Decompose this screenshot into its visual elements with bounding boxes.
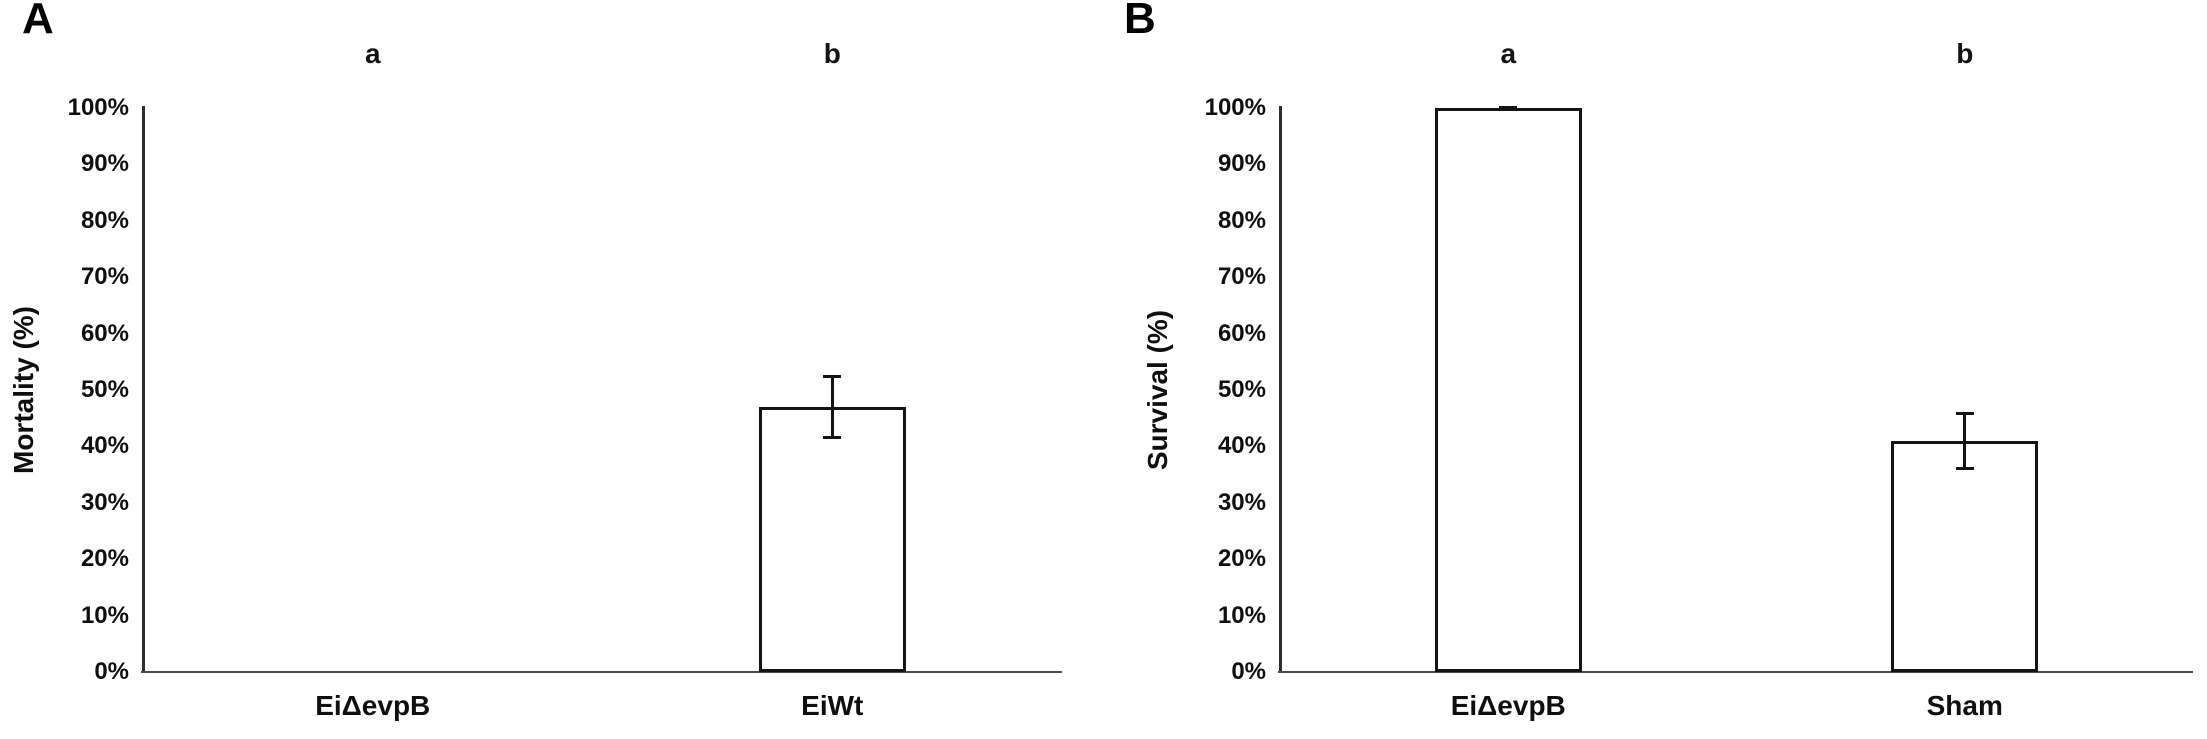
y-tick-label: 80%	[1217, 206, 1266, 234]
error-bar-line	[1963, 412, 1967, 469]
significance-letter: b	[1956, 38, 1974, 69]
category-label: Sham	[1926, 690, 2003, 721]
y-tick-label: 90%	[1217, 150, 1266, 178]
category-label: EiΔevpB	[1450, 690, 1566, 721]
panel-a-letter: A	[22, 0, 55, 43]
y-tick-label: 60%	[1217, 319, 1266, 347]
y-tick-label: 70%	[1217, 263, 1266, 291]
y-tick-label: 100%	[1204, 94, 1266, 121]
error-bar-cap-bottom	[1499, 106, 1518, 109]
y-tick-label: 70%	[80, 263, 129, 291]
y-tick-label: 40%	[80, 432, 129, 460]
x-axis-line	[141, 671, 1062, 673]
error-bar-cap-top	[823, 374, 842, 378]
error-bar-line	[830, 375, 834, 438]
bar-second	[1891, 440, 2039, 672]
significance-letter: a	[364, 38, 381, 69]
y-tick-label: 20%	[1217, 545, 1266, 573]
y-tick-label: 40%	[1217, 432, 1266, 460]
panel-b-letter: B	[1124, 0, 1157, 43]
y-tick-label: 10%	[1217, 601, 1266, 629]
significance-letter: a	[1500, 38, 1517, 69]
y-tick-label: 30%	[80, 488, 129, 516]
category-label: EiWt	[801, 690, 864, 721]
bar-second	[758, 406, 906, 672]
y-tick-label: 0%	[94, 658, 129, 685]
error-bar-cap-bottom	[823, 435, 842, 439]
y-tick-label: 10%	[80, 601, 129, 629]
error-bar-cap-top	[1955, 411, 1974, 415]
y-tick-label: 30%	[1217, 488, 1266, 516]
y-tick-label: 0%	[1231, 658, 1266, 685]
y-tick-label: 90%	[80, 150, 129, 178]
significance-letter: b	[823, 38, 841, 69]
category-label: EiΔevpB	[315, 690, 431, 721]
y-tick-label: 60%	[80, 319, 129, 347]
x-axis-line	[1278, 671, 2193, 673]
y-tick-label: 20%	[80, 545, 129, 573]
y-tick-label: 50%	[80, 376, 129, 403]
y-tick-label: 50%	[1217, 376, 1266, 403]
bar-first	[1434, 108, 1582, 672]
y-axis-line	[1279, 106, 1282, 672]
y-tick-label: 100%	[67, 94, 129, 121]
y-axis-line	[142, 106, 145, 672]
error-bar-cap-bottom	[1955, 466, 1974, 470]
y-tick-label: 80%	[80, 206, 129, 234]
